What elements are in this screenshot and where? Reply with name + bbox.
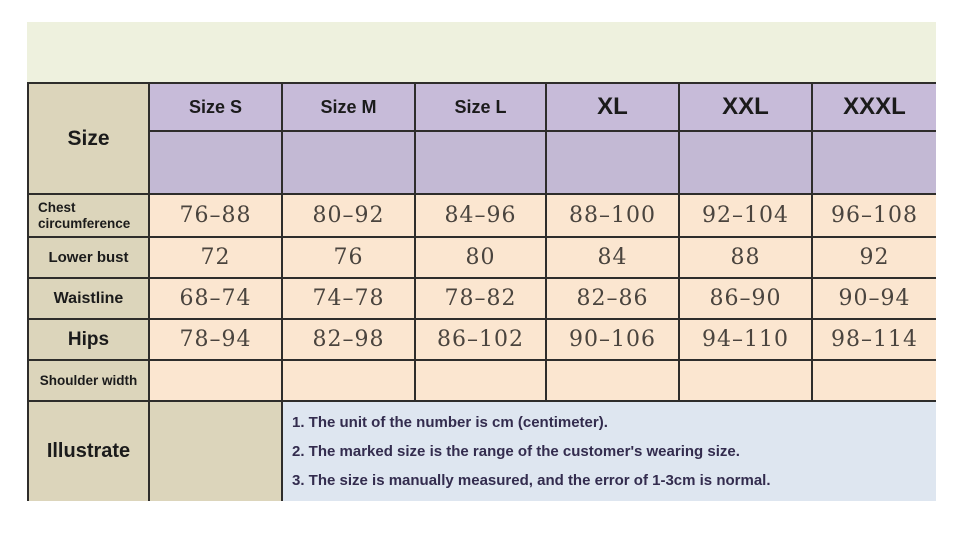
column-header-xxxl: XXXL (811, 82, 936, 130)
row-label-text: Chest circumference (38, 199, 131, 231)
chest-value-size-m: 80–92 (281, 193, 414, 236)
column-header-xl: XL (545, 82, 678, 130)
waistline-value-xl: 82–86 (545, 277, 678, 318)
row-label-waistline: Waistline (27, 277, 148, 318)
row-label-shoulder-width: Shoulder width (27, 359, 148, 400)
panel-top-band (27, 22, 936, 82)
subheader-cell-size-s (148, 130, 281, 193)
column-header-size-s: Size S (148, 82, 281, 130)
hips-value-xxxl: 98–114 (811, 318, 936, 359)
lower-bust-value-xl: 84 (545, 236, 678, 277)
waistline-value-size-l: 78–82 (414, 277, 545, 318)
row-label-chest-circumference: Chest circumference (27, 193, 148, 236)
chest-value-xxxl: 96–108 (811, 193, 936, 236)
lower-bust-value-xxl: 88 (678, 236, 811, 277)
shoulder-value-xxl (678, 359, 811, 400)
subheader-cell-size-m (281, 130, 414, 193)
subheader-cell-xxl (678, 130, 811, 193)
lower-bust-value-size-m: 76 (281, 236, 414, 277)
waistline-value-size-m: 74–78 (281, 277, 414, 318)
hips-value-size-s: 78–94 (148, 318, 281, 359)
column-header-xxl: XXL (678, 82, 811, 130)
size-table: Size Size S Size M Size L XL XXL XXXL Ch… (27, 82, 936, 501)
lower-bust-value-size-s: 72 (148, 236, 281, 277)
column-header-size-l: Size L (414, 82, 545, 130)
chest-value-xxl: 92–104 (678, 193, 811, 236)
note-marked-size: 2. The marked size is the range of the c… (292, 442, 740, 460)
lower-bust-value-size-l: 80 (414, 236, 545, 277)
chest-value-size-s: 76–88 (148, 193, 281, 236)
note-unit: 1. The unit of the number is cm (centime… (292, 413, 608, 431)
hips-value-xxl: 94–110 (678, 318, 811, 359)
shoulder-value-size-l (414, 359, 545, 400)
hips-value-size-l: 86–102 (414, 318, 545, 359)
subheader-cell-xl (545, 130, 678, 193)
table-corner-size-label: Size (27, 82, 148, 193)
illustrate-empty-cell (148, 400, 281, 501)
waistline-value-xxxl: 90–94 (811, 277, 936, 318)
subheader-cell-xxxl (811, 130, 936, 193)
column-header-size-m: Size M (281, 82, 414, 130)
chest-value-size-l: 84–96 (414, 193, 545, 236)
shoulder-value-size-m (281, 359, 414, 400)
subheader-cell-size-l (414, 130, 545, 193)
hips-value-size-m: 82–98 (281, 318, 414, 359)
shoulder-value-size-s (148, 359, 281, 400)
note-measure-error: 3. The size is manually measured, and th… (292, 471, 771, 489)
lower-bust-value-xxxl: 92 (811, 236, 936, 277)
row-label-lower-bust: Lower bust (27, 236, 148, 277)
row-label-illustrate: Illustrate (27, 400, 148, 501)
shoulder-value-xxxl (811, 359, 936, 400)
waistline-value-xxl: 86–90 (678, 277, 811, 318)
waistline-value-size-s: 68–74 (148, 277, 281, 318)
size-notes-cell: 1. The unit of the number is cm (centime… (281, 400, 936, 501)
chest-value-xl: 88–100 (545, 193, 678, 236)
hips-value-xl: 90–106 (545, 318, 678, 359)
shoulder-value-xl (545, 359, 678, 400)
row-label-hips: Hips (27, 318, 148, 359)
